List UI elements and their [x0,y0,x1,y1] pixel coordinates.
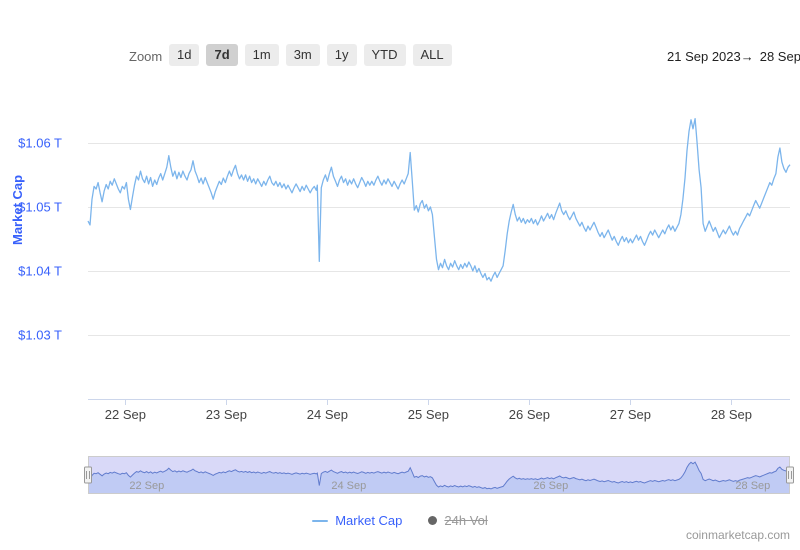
navigator-line-series [87,461,791,490]
x-axis-tick-label: 23 Sep [206,407,247,422]
zoom-button-3m[interactable]: 3m [285,44,320,66]
zoom-button-ytd[interactable]: YTD [363,44,406,66]
zoom-button-1d[interactable]: 1d [169,44,200,66]
legend-item-label: Market Cap [335,513,403,528]
zoom-label: Zoom [129,49,163,64]
x-axis-tick-label: 24 Sep [307,407,348,422]
y-axis-tick-label: $1.05 T [18,200,62,215]
legend-circle-marker-icon [428,516,438,525]
date-range[interactable]: 21 Sep 2023→ 28 Sep 2023 [667,49,800,64]
watermark-credit[interactable]: coinmarketcap.com [685,528,790,542]
navigator-tick-label: 28 Sep [735,480,770,492]
zoom-button-1y[interactable]: 1y [326,44,357,66]
zoom-button-1m[interactable]: 1m [244,44,279,66]
legend-item-24h-vol[interactable]: 24h Vol [428,513,488,528]
x-axis-tick-label: 27 Sep [610,407,651,422]
x-axis-tick-label: 28 Sep [711,407,752,422]
date-range-from: 21 Sep 2023 [667,49,741,64]
navigator-tick-label: 22 Sep [129,480,164,492]
zoom-button-all[interactable]: ALL [412,44,452,66]
navigator-tick-label: 24 Sep [331,480,366,492]
date-range-to: 28 Sep 2023 [759,49,800,64]
navigator-mask[interactable] [88,456,790,494]
y-axis-tick-label: $1.03 T [18,328,62,343]
zoom-button-7d[interactable]: 7d [206,44,238,66]
zoom-buttons: 1d 7d 1m 3m 1y YTD ALL [169,44,452,66]
x-axis-tick-label: 25 Sep [408,407,449,422]
y-axis-tick-label: $1.06 T [18,136,62,151]
legend-item-market-cap[interactable]: Market Cap [312,513,402,528]
legend: Market Cap 24h Vol [0,513,800,528]
y-axis-tick-label: $1.04 T [18,264,62,279]
navigator-tick-label: 26 Sep [533,480,568,492]
legend-line-marker-icon [312,519,329,522]
navigator-area-series [88,462,790,494]
date-range-arrow-icon: → [740,49,754,64]
x-axis-tick-label: 26 Sep [509,407,550,422]
navigator-handle-right[interactable] [786,466,794,484]
legend-item-label: 24h Vol [444,513,488,528]
market-cap-line-series[interactable] [87,117,791,282]
x-axis-tick-label: 22 Sep [105,407,146,422]
navigator-handle-left[interactable] [84,466,92,484]
